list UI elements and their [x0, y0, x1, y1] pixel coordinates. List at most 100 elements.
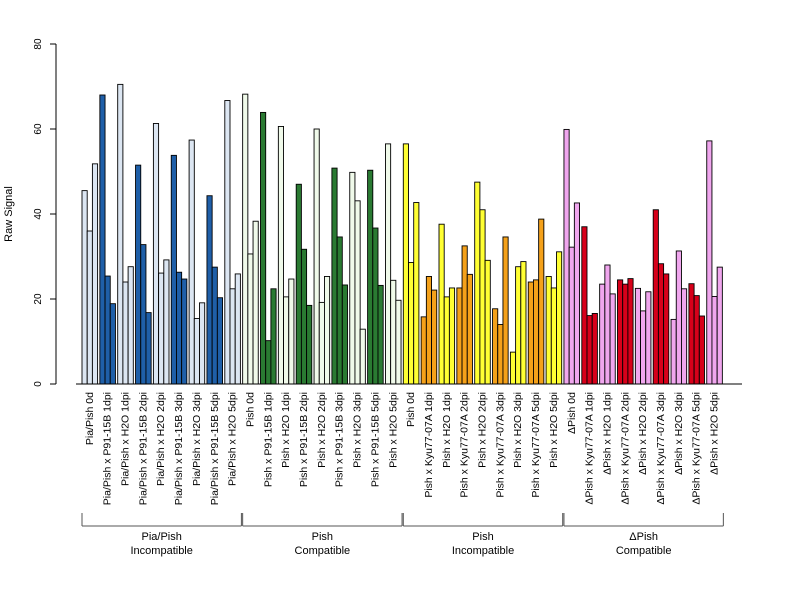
bar — [573, 202, 580, 385]
x-tick-label: Pia/Pish x H2O 1dpi — [120, 392, 132, 486]
x-axis-labels: Pia/Pish 0d Pia/Pish x P91-15B 1dpi Pia/Pi… — [84, 392, 721, 505]
bar — [117, 83, 124, 385]
x-tick-label: Pish x H2O 3dpi — [352, 392, 364, 468]
x-tick-label: Pia/Pish x H2O 5dpi — [227, 392, 239, 486]
x-tick-label: Pish x Kyu77-07A 5dpi — [530, 392, 542, 498]
bar — [81, 190, 88, 385]
x-tick-label: Pish x H2O 5dpi — [548, 392, 560, 468]
bar — [413, 202, 420, 385]
bar — [634, 287, 641, 385]
group-brackets: Pia/Pish Incompatible Pish Compatible Pish In… — [81, 513, 724, 557]
bar-group — [456, 245, 473, 385]
bar — [188, 139, 195, 385]
x-tick-label: Pish x Kyu77-07A 2dpi — [459, 392, 471, 498]
bar — [698, 315, 705, 385]
bar — [670, 318, 677, 385]
x-tick-label: Pia/Pish x P91-15B 1dpi — [102, 392, 114, 505]
bar — [663, 273, 670, 385]
bar — [681, 288, 688, 385]
bar — [354, 200, 361, 385]
bar — [211, 266, 218, 385]
bar — [502, 236, 509, 385]
x-tick-label: Pish 0d — [244, 392, 256, 427]
bar — [247, 253, 254, 385]
bar-group — [188, 139, 206, 385]
bar — [295, 183, 302, 385]
bar — [520, 261, 527, 385]
bar-group — [117, 83, 134, 385]
x-tick-label: Pish x Kyu77-07A 3dpi — [494, 392, 506, 498]
bar — [140, 244, 147, 385]
bar — [91, 163, 99, 385]
y-tick-label: 20 — [33, 293, 44, 305]
group-bracket: ΔPish Compatible — [563, 513, 724, 557]
bar — [604, 264, 611, 385]
bar — [479, 209, 486, 385]
bar — [693, 295, 700, 385]
bar — [122, 281, 129, 385]
y-tick-label: 40 — [33, 208, 44, 220]
bar — [372, 227, 379, 385]
bar-group — [206, 195, 224, 385]
bar — [170, 154, 177, 385]
bar-group — [349, 171, 366, 385]
x-tick-label: ΔPish x H2O 1dpi — [601, 392, 613, 475]
x-tick-label: Pia/Pish x P91-15B 2dpi — [137, 392, 149, 505]
bar-group — [527, 218, 545, 385]
bar — [181, 278, 188, 385]
bar — [586, 315, 593, 385]
x-tick-label: Pish x H2O 2dpi — [477, 392, 489, 468]
x-tick-label: Pish x Kyu77-07A 1dpi — [423, 392, 435, 498]
bar-group — [367, 169, 384, 385]
bar — [627, 278, 634, 385]
bar-group — [331, 167, 348, 385]
bar-group — [670, 250, 688, 385]
x-tick-label: Pish x H2O 3dpi — [512, 392, 524, 468]
bar — [466, 273, 473, 385]
bar — [550, 287, 557, 385]
bar-group — [438, 223, 456, 385]
bar — [706, 140, 713, 385]
x-tick-label: ΔPish 0d — [566, 392, 578, 434]
bar — [599, 283, 606, 385]
bar — [86, 230, 93, 385]
x-tick-label: ΔPish x Kyu77-07A 3dpi — [655, 392, 667, 505]
bar — [461, 245, 468, 385]
bar-group — [260, 111, 277, 385]
group-label-line1: Pia/Pish — [142, 531, 182, 543]
bar-group — [688, 283, 705, 385]
x-tick-label: Pia/Pish x P91-15B 5dpi — [209, 392, 221, 505]
bar — [175, 271, 183, 385]
bar-group — [313, 128, 331, 385]
bar — [99, 94, 106, 385]
bar — [270, 288, 277, 385]
bar — [591, 313, 598, 385]
bar — [300, 248, 308, 385]
bar-group — [170, 154, 188, 385]
bar — [242, 93, 249, 385]
group-bracket: Pia/Pish Incompatible — [81, 513, 242, 557]
group-label-line2: Incompatible — [452, 545, 514, 557]
bar — [390, 279, 397, 385]
x-tick-label: Pish 0d — [405, 392, 417, 427]
bar — [456, 287, 463, 385]
group-bracket: Pish Incompatible — [402, 513, 564, 557]
bar — [349, 171, 356, 385]
bar — [609, 293, 616, 385]
bar — [492, 308, 499, 385]
x-tick-label: Pia/Pish x H2O 3dpi — [191, 392, 203, 486]
bar-group — [99, 94, 116, 385]
bar — [324, 276, 331, 385]
bar — [252, 220, 259, 385]
group-label-line2: Compatible — [295, 545, 351, 557]
x-tick-label: Pish x H2O 1dpi — [280, 392, 292, 468]
bar — [431, 289, 438, 385]
bar — [199, 302, 206, 385]
bar — [306, 304, 313, 385]
bar — [448, 287, 456, 385]
x-tick-label: ΔPish x Kyu77-07A 5dpi — [691, 392, 703, 505]
x-tick-label: Pish x H2O 5dpi — [387, 392, 399, 468]
x-tick-label: Pish x P91-15B 1dpi — [262, 392, 274, 487]
bar-group — [135, 164, 152, 385]
bar-group — [402, 143, 420, 385]
